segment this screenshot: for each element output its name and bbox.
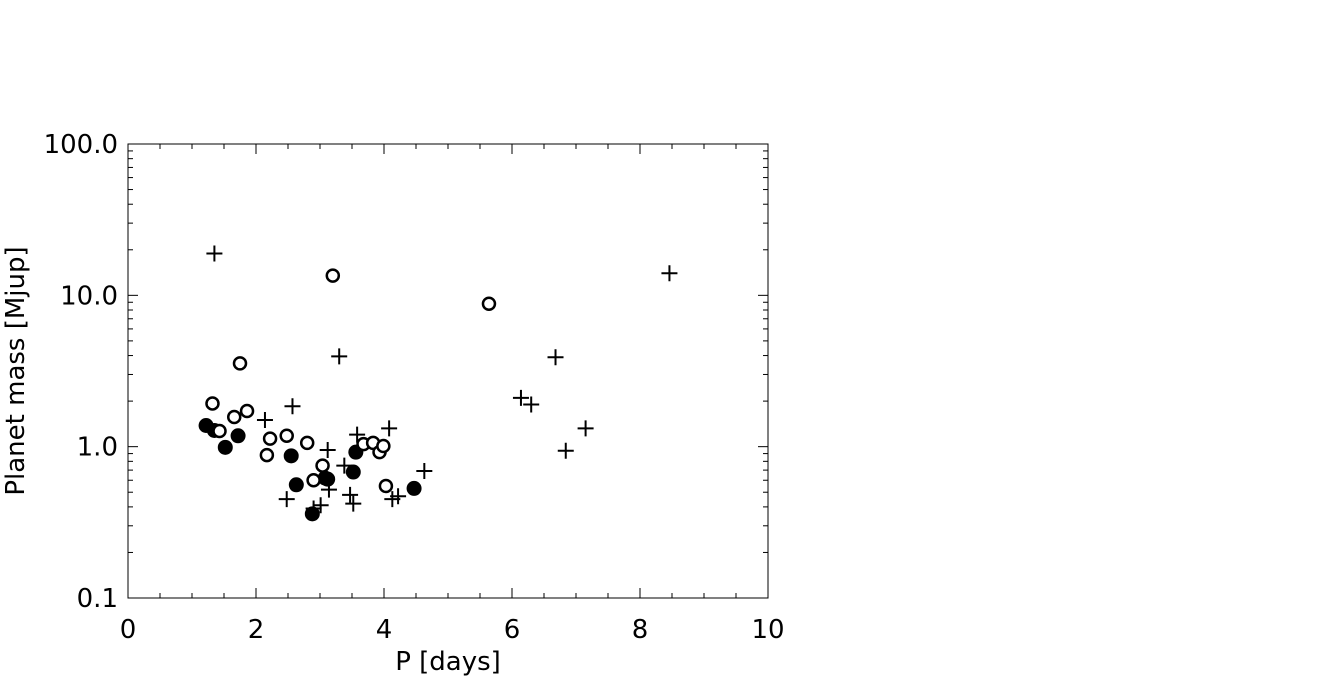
y-tick-label: 10.0 [60, 281, 118, 311]
y-tick-label: 0.1 [77, 584, 118, 614]
open-circle-point [239, 403, 255, 419]
tick-labels: 0 2 4 6 8 10 0.1 1.0 10.0 100.0 [44, 130, 785, 645]
plus-point [349, 426, 366, 443]
filled-circle-point [217, 439, 233, 455]
plus-point [284, 398, 301, 415]
plus-point [278, 491, 295, 508]
plus-point [512, 389, 529, 406]
plus-point [331, 348, 348, 365]
filled-circle-point [304, 506, 320, 522]
y-tick-label: 1.0 [77, 433, 118, 463]
plus-point [390, 488, 407, 505]
open-circle-point [315, 458, 330, 473]
x-tick-label: 10 [751, 615, 784, 645]
y-axis-label: Planet mass [Mjup] [1, 246, 31, 495]
open-circle-point [325, 268, 341, 283]
open-circle-point [376, 438, 391, 454]
open-circle-point [226, 409, 242, 425]
filled-circle-point [345, 464, 361, 480]
filled-circle-point [283, 448, 299, 464]
open-circle-point [259, 447, 275, 463]
plus-point [305, 500, 322, 517]
open-circle-point [262, 431, 278, 446]
plus-point [256, 412, 273, 429]
plus-point [661, 265, 678, 282]
filled-circle-point [320, 471, 336, 487]
x-tick-label: 2 [248, 615, 265, 645]
axis-ticks [127, 143, 769, 599]
open-circle-point [212, 423, 227, 439]
open-circle-point [232, 356, 248, 371]
x-tick-label: 8 [632, 615, 649, 645]
plus-point [381, 420, 398, 437]
open-circle-point [306, 472, 321, 488]
open-circle-point [481, 296, 497, 311]
filled-circle-point [406, 480, 422, 496]
plus-point [557, 442, 574, 459]
y-tick-label: 100.0 [44, 130, 118, 160]
filled-circle-point [288, 477, 304, 493]
open-circle-point [299, 435, 315, 451]
open-circle-point [279, 428, 294, 444]
x-tick-label: 0 [120, 615, 137, 645]
x-tick-label: 4 [376, 615, 393, 645]
x-tick-label: 6 [504, 615, 521, 645]
open-circle-point [205, 396, 220, 411]
plus-point [206, 245, 223, 262]
plus-point [416, 463, 433, 480]
plus-point [336, 457, 353, 474]
plus-point [523, 396, 540, 413]
data-markers [198, 245, 678, 522]
plus-point [577, 420, 594, 437]
plus-point [547, 349, 564, 366]
plot-frame [127, 143, 769, 599]
x-axis-label: P [days] [395, 647, 501, 676]
plus-point [345, 495, 362, 512]
plus-point [319, 442, 336, 459]
plus-point [312, 497, 329, 514]
filled-circle-point [230, 428, 246, 444]
plus-point [342, 486, 359, 503]
plus-point [320, 481, 337, 498]
open-circle-point [378, 478, 394, 494]
